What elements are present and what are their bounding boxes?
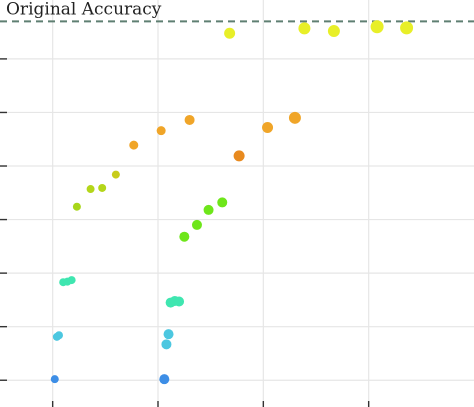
scatter-point-9 [111,170,120,179]
scatter-point-17 [174,296,185,307]
scatter-point-30 [400,21,414,35]
scatter-point-13 [161,339,172,350]
point-layer [50,20,414,385]
scatter-point-0 [50,375,59,384]
scatter-point-12 [159,374,170,385]
scatter-point-8 [98,183,107,192]
scatter-point-26 [288,111,301,124]
scatter-point-18 [179,231,190,242]
scatter-point-27 [298,22,311,35]
scatter-point-19 [184,114,195,125]
tick-layer [0,58,370,407]
scatter-point-10 [129,140,139,150]
scatter-point-22 [217,197,228,208]
scatter-point-25 [262,121,274,133]
scatter-point-24 [233,150,245,162]
scatter-point-11 [156,126,166,136]
original-accuracy-label: Original Accuracy [6,0,162,19]
scatter-point-23 [224,27,236,39]
scatter-point-14 [163,329,174,340]
scatter-point-5 [67,276,76,285]
scatter-point-20 [191,219,202,230]
scatter-point-28 [327,25,340,38]
scatter-point-21 [203,204,214,215]
scatter-point-29 [370,20,384,34]
scatter-point-7 [86,185,95,194]
scatter-point-6 [72,202,81,211]
scatter-point-2 [54,331,63,340]
